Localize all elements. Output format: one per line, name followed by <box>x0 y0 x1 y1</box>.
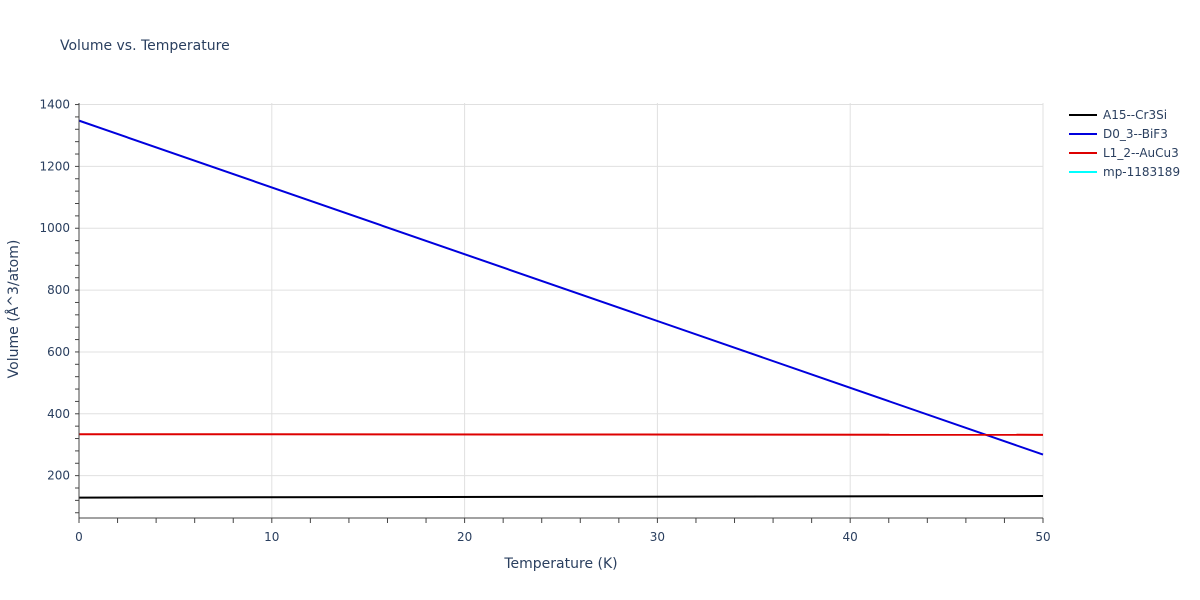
chart-title: Volume vs. Temperature <box>60 38 230 54</box>
x-tick-label: 0 <box>75 530 83 544</box>
series-line-2 <box>78 433 1044 436</box>
series-line-0 <box>78 495 1044 499</box>
y-axis-title: Volume (Å^3/atom) <box>5 240 22 379</box>
x-tick-label: 30 <box>650 530 665 544</box>
legend-label: A15--Cr3Si <box>1103 108 1167 122</box>
x-axis-title: Temperature (K) <box>503 556 617 572</box>
axes: 0 10 20 30 40 50 200 400 600 800 1000 1200 1400 <box>39 98 1050 544</box>
legend-item[interactable]: D0_3--BiF3 <box>1069 127 1168 141</box>
series-line-1 <box>78 119 1044 456</box>
legend-item[interactable]: A15--Cr3Si <box>1069 108 1167 122</box>
legend-item[interactable]: mp-1183189 <box>1069 165 1180 179</box>
legend-item[interactable]: L1_2--AuCu3 <box>1069 146 1179 160</box>
y-tick-label: 1000 <box>39 221 70 235</box>
legend-label: D0_3--BiF3 <box>1103 127 1168 141</box>
x-tick-label: 10 <box>264 530 279 544</box>
x-tick-label: 20 <box>457 530 472 544</box>
series-layer <box>78 119 1044 499</box>
y-tick-label: 600 <box>47 345 70 359</box>
y-tick-label: 800 <box>47 283 70 297</box>
x-tick-label: 40 <box>843 530 858 544</box>
legend-label: mp-1183189 <box>1103 165 1180 179</box>
grid <box>79 103 1044 518</box>
y-tick-label: 1200 <box>39 159 70 173</box>
legend[interactable]: A15--Cr3Si D0_3--BiF3 L1_2--AuCu3 mp-118318… <box>1069 108 1180 179</box>
y-tick-label: 200 <box>47 469 70 483</box>
x-tick-label: 50 <box>1035 530 1050 544</box>
y-tick-label: 400 <box>47 407 70 421</box>
legend-label: L1_2--AuCu3 <box>1103 146 1179 160</box>
y-tick-label: 1400 <box>39 98 70 112</box>
